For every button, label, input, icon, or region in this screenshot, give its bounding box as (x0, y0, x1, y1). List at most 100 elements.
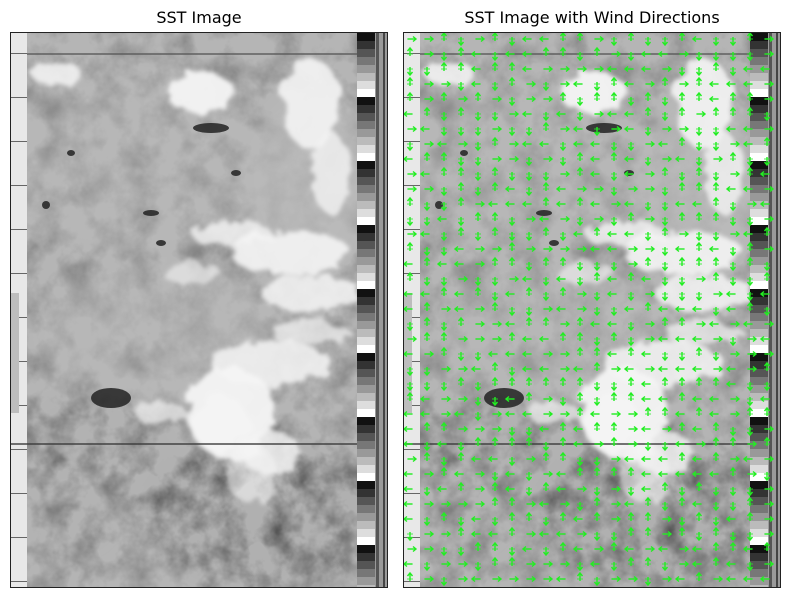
wind-arrow (657, 455, 668, 463)
wind-arrow (542, 46, 550, 56)
wind-arrow (474, 187, 482, 197)
wind-arrow (708, 395, 719, 403)
wind-arrow (572, 230, 583, 238)
wind-arrow (593, 382, 601, 392)
wind-arrow (729, 502, 737, 512)
wind-arrow (543, 155, 554, 163)
wind-arrow (729, 37, 737, 47)
wind-arrow (404, 410, 413, 418)
wind-arrow (453, 290, 464, 298)
wind-arrow (746, 157, 754, 167)
wind-arrow (725, 125, 736, 133)
wind-arrow (559, 46, 567, 56)
wind-arrow (695, 52, 703, 62)
wind-arrow (678, 421, 686, 431)
wind-arrow (644, 232, 652, 242)
wind-arrow (661, 247, 669, 257)
wind-arrow (729, 466, 737, 476)
wind-arrow (644, 442, 652, 452)
wind-arrow (423, 442, 431, 452)
wind-arrow (423, 106, 431, 116)
wind-arrow (475, 305, 486, 313)
wind-arrow (538, 500, 549, 508)
wind-arrow (492, 320, 503, 328)
wind-arrow (407, 125, 418, 133)
wind-arrow (764, 215, 775, 223)
wind-arrow (678, 256, 686, 266)
wind-arrow (594, 65, 605, 73)
wind-arrow (457, 46, 465, 56)
wind-arrow (730, 170, 741, 178)
wind-arrow (470, 575, 481, 583)
wind-arrow (746, 562, 754, 572)
wind-arrow (763, 157, 771, 167)
wind-arrow (729, 67, 737, 77)
wind-arrow (627, 511, 635, 521)
sst-image (10, 32, 388, 588)
wind-arrow (492, 575, 503, 583)
wind-arrow (759, 290, 770, 298)
wind-arrow (746, 292, 754, 302)
wind-arrow (458, 335, 469, 343)
wind-arrow (504, 185, 515, 193)
wind-arrow (695, 292, 703, 302)
wind-arrow (474, 412, 482, 422)
wind-arrow (440, 421, 448, 431)
wind-arrow (627, 391, 635, 401)
wind-arrow (404, 560, 413, 568)
wind-arrow (542, 316, 550, 326)
wind-arrow (729, 532, 737, 542)
wind-arrow (678, 316, 686, 326)
wind-arrow (627, 337, 635, 347)
wind-arrow (746, 511, 754, 521)
wind-arrow (627, 52, 635, 62)
wind-arrow (542, 517, 550, 527)
wind-arrow (504, 290, 515, 298)
wind-arrow (457, 451, 465, 461)
wind-arrow (491, 181, 499, 191)
wind-arrow (538, 140, 549, 148)
wind-arrow (559, 256, 567, 266)
wind-arrow (610, 187, 618, 197)
wind-arrow (424, 575, 435, 583)
wind-arrow (759, 335, 770, 343)
wind-arrow (423, 247, 431, 257)
wind-arrow (504, 395, 515, 403)
wind-arrow (712, 556, 720, 566)
wind-arrow (674, 575, 685, 583)
wind-arrow (509, 110, 520, 118)
wind-arrow (695, 157, 703, 167)
wind-arrow (406, 271, 414, 281)
wind-arrow (406, 241, 414, 251)
wind-arrow (491, 361, 499, 371)
wind-arrow (508, 496, 516, 506)
wind-arrow (560, 65, 571, 73)
wind-arrow (560, 125, 571, 133)
wind-arrow (560, 410, 571, 418)
wind-arrow (627, 211, 635, 221)
wind-arrow (764, 485, 775, 493)
wind-arrow (526, 245, 537, 253)
wind-arrow (593, 271, 601, 281)
wind-arrow (457, 352, 465, 362)
wind-arrow (611, 575, 622, 583)
wind-arrow (404, 425, 413, 433)
wind-arrow (440, 457, 448, 467)
wind-arrow (691, 425, 702, 433)
wind-arrow (644, 127, 652, 137)
wind-arrow (576, 52, 584, 62)
wind-arrow (508, 511, 516, 521)
wind-arrow (555, 485, 566, 493)
wind-arrow (424, 140, 435, 148)
wind-arrow (742, 545, 753, 553)
wind-arrow (747, 350, 758, 358)
wind-arrow (474, 382, 482, 392)
wind-arrow (674, 155, 685, 163)
wind-arrow (457, 82, 465, 92)
wind-arrow (576, 277, 584, 287)
wind-arrow (589, 140, 600, 148)
wind-arrow (678, 451, 686, 461)
wind-arrow (491, 166, 499, 176)
wind-arrow (623, 230, 634, 238)
wind-arrow (424, 545, 435, 553)
